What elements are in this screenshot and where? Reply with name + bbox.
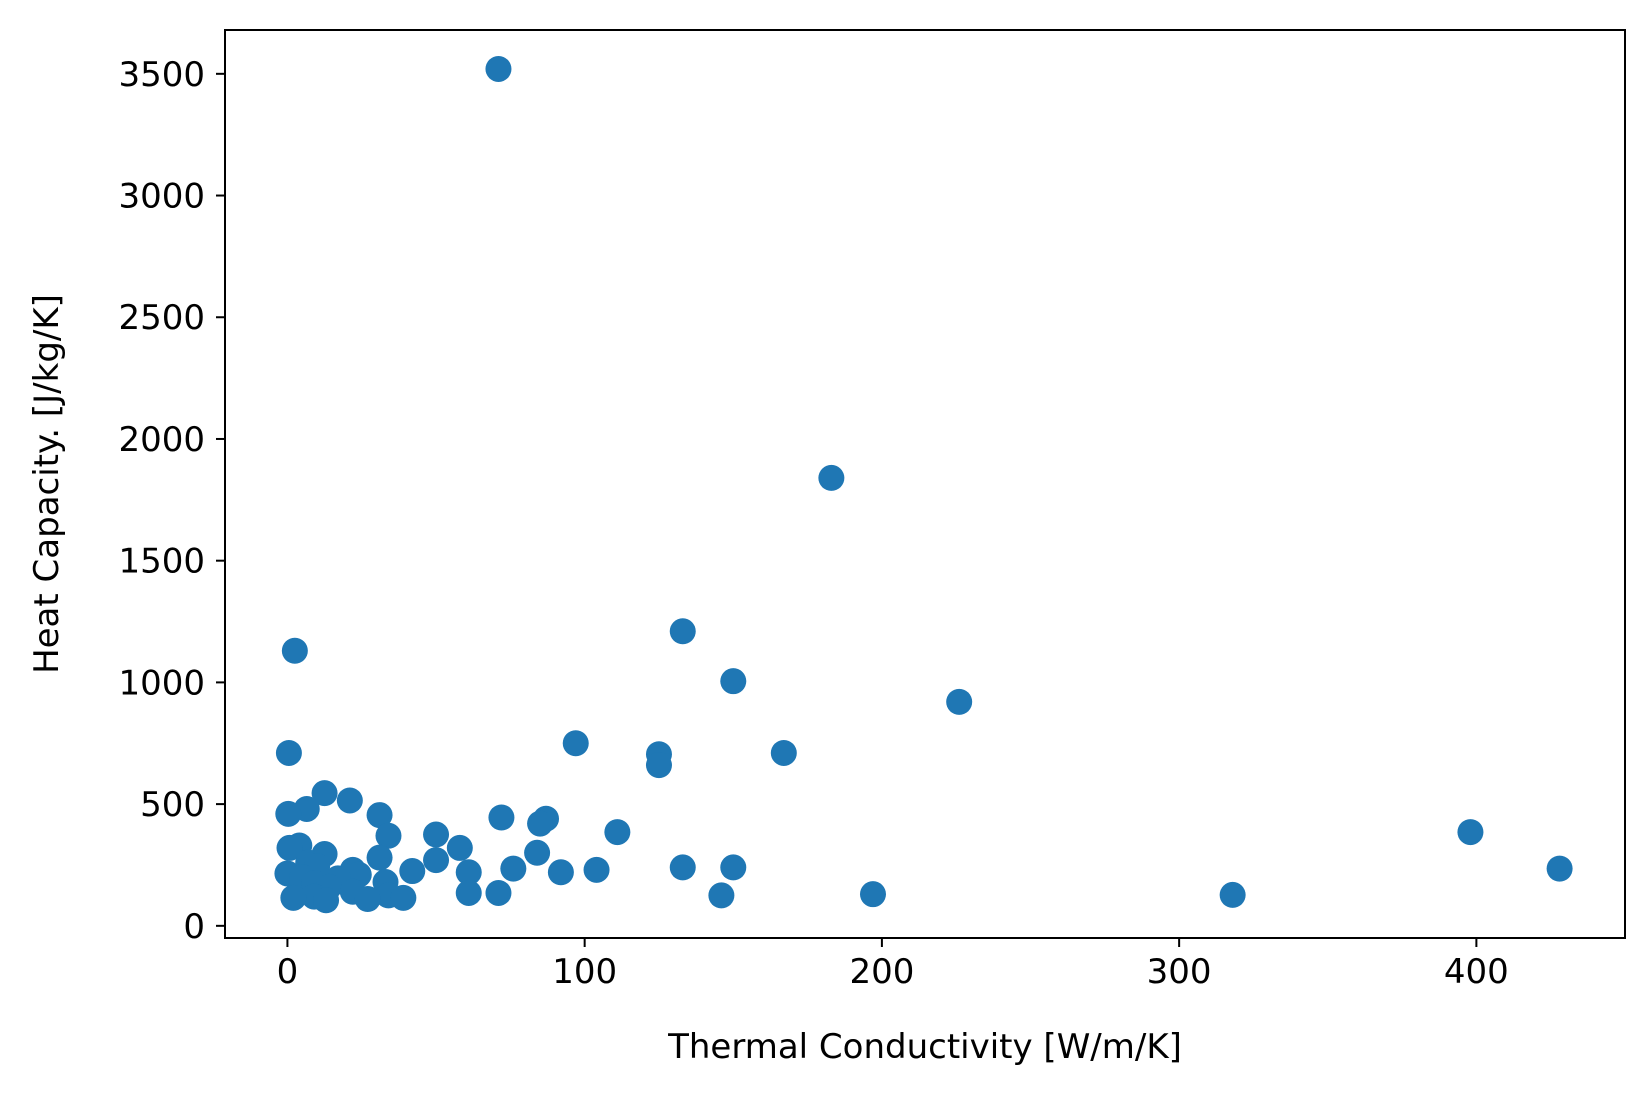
scatter-point [423, 821, 450, 848]
scatter-point [375, 822, 402, 849]
scatter-point [604, 819, 631, 846]
y-tick-label: 2000 [118, 420, 205, 460]
scatter-point [818, 464, 845, 491]
y-tick-label: 500 [140, 785, 205, 825]
scatter-point [275, 739, 302, 766]
y-tick-label: 0 [183, 907, 205, 947]
scatter-point [485, 55, 512, 82]
data-points [274, 55, 1573, 914]
x-tick-label: 400 [1444, 952, 1509, 992]
scatter-point [770, 739, 797, 766]
scatter-point [500, 855, 527, 882]
scatter-point [669, 854, 696, 881]
scatter-point [354, 886, 381, 913]
x-axis-label: Thermal Conductivity [W/m/K] [667, 1027, 1182, 1067]
scatter-point [455, 859, 482, 886]
x-tick-label: 100 [552, 952, 617, 992]
scatter-point [488, 804, 515, 831]
scatter-point [708, 882, 735, 909]
plot-area [224, 29, 1626, 939]
scatter-point [1457, 819, 1484, 846]
scatter-point [446, 834, 473, 861]
scatter-point [336, 787, 363, 814]
scatter-point [390, 884, 417, 911]
scatter-point [527, 810, 554, 837]
y-axis-label: Heat Capacity. [J/kg/K] [27, 294, 67, 674]
y-tick-label: 1000 [118, 663, 205, 703]
y-tick-label: 2500 [118, 298, 205, 338]
scatter-point [524, 839, 551, 866]
scatter-point [485, 879, 512, 906]
scatter-point [313, 887, 340, 914]
y-tick-label: 3000 [118, 177, 205, 217]
scatter-point [276, 834, 303, 861]
y-axis: 0 500 1000 1500 2000 2500 3000 3500 [118, 55, 225, 947]
scatter-point [280, 884, 307, 911]
scatter-point [1219, 881, 1246, 908]
scatter-point [366, 802, 393, 829]
scatter-point [366, 844, 393, 871]
scatter-point [720, 668, 747, 695]
scatter-point [399, 858, 426, 885]
scatter-point [562, 730, 589, 757]
scatter-point [423, 847, 450, 874]
scatter-point [547, 859, 574, 886]
scatter-point [1546, 855, 1573, 882]
x-tick-label: 200 [849, 952, 914, 992]
scatter-point [720, 854, 747, 881]
y-tick-label: 1500 [118, 542, 205, 582]
scatter-point [946, 688, 973, 715]
scatter-point [583, 856, 610, 883]
x-tick-label: 300 [1147, 952, 1212, 992]
scatter-point [281, 637, 308, 664]
scatter-point [275, 800, 302, 827]
scatter-point [859, 881, 886, 908]
scatter-point [645, 752, 672, 779]
scatter-point [311, 780, 338, 807]
scatter-point [669, 618, 696, 645]
y-tick-label: 3500 [118, 55, 205, 95]
scatter-point [455, 879, 482, 906]
x-tick-label: 0 [277, 952, 299, 992]
x-axis: 0 100 200 300 400 [277, 938, 1509, 992]
